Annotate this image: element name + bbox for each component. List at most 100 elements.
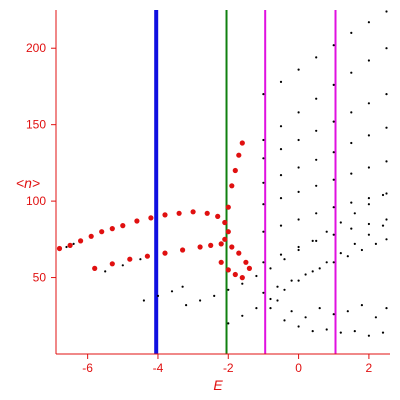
axes: -6 -4 -2 0 2 50 100 150 200	[26, 10, 390, 375]
y-axis-title: <n>	[16, 175, 40, 191]
point-black-17	[283, 258, 286, 261]
point-red-28	[243, 259, 249, 265]
point-black-37	[262, 93, 265, 96]
point-red-4	[99, 229, 105, 235]
point-red-27	[236, 250, 242, 256]
point-black-67	[367, 134, 370, 137]
point-red-37	[232, 271, 238, 278]
point-black-108	[339, 331, 342, 334]
point-black-20	[325, 230, 328, 233]
point-red-34	[239, 140, 245, 146]
point-red-0	[56, 245, 63, 252]
x-tick-label: -2	[223, 361, 234, 375]
y-tick-label: 100	[26, 194, 46, 208]
point-black-1	[65, 245, 68, 249]
point-black-61	[262, 181, 265, 184]
point-black-24	[381, 193, 385, 197]
point-black-101	[374, 242, 377, 245]
point-black-73	[332, 178, 335, 181]
point-black-28	[269, 297, 272, 301]
point-black-78	[279, 224, 283, 227]
point-red-35	[218, 259, 224, 265]
point-black-43	[367, 21, 370, 24]
point-black-112	[276, 299, 279, 302]
point-red-1	[67, 242, 73, 248]
point-black-91	[367, 222, 370, 226]
point-black-70	[279, 197, 283, 200]
point-red-38	[239, 275, 245, 281]
point-black-97	[318, 267, 321, 270]
point-black-34	[353, 242, 356, 245]
x-tick-label: 2	[366, 361, 373, 375]
point-black-90	[350, 227, 353, 230]
point-black-11	[199, 299, 202, 302]
point-black-8	[170, 290, 174, 293]
point-black-87	[297, 245, 300, 249]
point-black-116	[332, 313, 335, 316]
point-red-36	[225, 267, 231, 273]
point-black-80	[315, 212, 318, 215]
point-black-79	[297, 218, 300, 221]
point-black-3	[104, 270, 107, 273]
point-black-39	[297, 68, 300, 71]
point-black-62	[279, 174, 283, 177]
point-black-88	[315, 239, 318, 242]
point-red-5	[109, 226, 115, 232]
point-red-6	[120, 223, 126, 229]
point-black-64	[315, 158, 318, 161]
x-tick-label: 0	[295, 361, 302, 375]
point-black-45	[262, 138, 265, 142]
point-black-98	[332, 261, 335, 264]
point-red-13	[215, 213, 221, 219]
point-black-113	[290, 310, 293, 313]
point-black-2	[72, 242, 75, 245]
point-red-10	[176, 210, 182, 216]
point-black-111	[381, 331, 385, 334]
point-black-84	[385, 192, 388, 195]
point-black-75	[367, 166, 370, 169]
point-red-30	[225, 204, 231, 210]
point-red-12	[204, 210, 210, 216]
point-black-29	[283, 288, 286, 291]
point-black-110	[367, 334, 370, 337]
point-black-71	[297, 190, 300, 193]
point-red-32	[232, 167, 238, 174]
point-black-40	[315, 56, 318, 59]
point-black-22	[353, 212, 356, 215]
point-red-11	[190, 209, 196, 215]
point-red-18	[109, 261, 115, 267]
point-black-50	[350, 71, 353, 74]
point-black-99	[346, 255, 349, 258]
point-black-104	[283, 319, 286, 322]
point-black-102	[385, 238, 388, 241]
point-red-25	[218, 241, 224, 247]
y-tick-label: 50	[33, 271, 47, 285]
point-red-3	[88, 233, 94, 239]
y-tick-label: 200	[26, 41, 46, 55]
point-black-6	[142, 299, 145, 302]
point-black-60	[385, 93, 388, 96]
point-black-109	[353, 330, 356, 333]
point-black-33	[339, 252, 342, 255]
point-black-49	[332, 83, 335, 86]
point-black-86	[279, 253, 283, 256]
point-black-48	[315, 97, 318, 100]
point-black-68	[385, 126, 388, 129]
point-black-58	[350, 111, 353, 114]
point-red-29	[246, 265, 252, 271]
point-black-106	[311, 330, 314, 333]
point-red-15	[225, 229, 231, 235]
point-black-107	[325, 328, 328, 331]
point-red-20	[144, 253, 150, 259]
point-black-54	[279, 148, 283, 151]
point-black-83	[367, 197, 370, 200]
point-red-16	[222, 236, 228, 242]
point-black-74	[350, 172, 353, 175]
point-red-14	[222, 219, 228, 226]
point-black-12	[213, 294, 216, 297]
point-black-66	[350, 141, 353, 145]
x-tick-label: -6	[82, 361, 93, 375]
point-black-114	[304, 316, 307, 319]
point-black-94	[276, 285, 279, 288]
point-black-44	[385, 10, 388, 13]
